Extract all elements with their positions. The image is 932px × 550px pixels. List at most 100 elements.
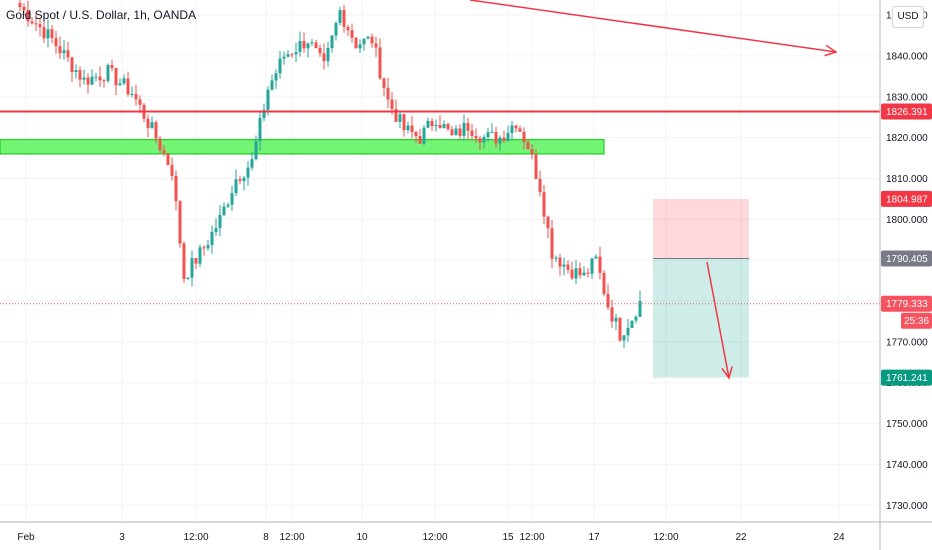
candle-body [446, 124, 450, 130]
candle-body [366, 36, 370, 39]
candle-body [126, 78, 130, 95]
target-arrow-down-head [721, 366, 733, 380]
price-tag: 1804.987 [881, 190, 932, 207]
candle-body [174, 175, 178, 202]
candle-body [54, 38, 58, 47]
candle-body [630, 320, 634, 328]
price-axis[interactable]: 1850.0001840.0001830.0001820.0001810.000… [879, 0, 928, 550]
candle-body [454, 128, 458, 135]
x-tick-label: 12:00 [422, 532, 447, 543]
candle-body [234, 179, 238, 194]
candle-body [66, 50, 70, 58]
candle-body [306, 43, 310, 49]
candle-body [70, 57, 74, 73]
currency-button[interactable]: USD [892, 6, 924, 28]
x-tick-label: 17 [588, 532, 600, 543]
candle-body [82, 77, 86, 80]
y-tick-label: 1800.000 [886, 215, 928, 226]
y-tick-label: 1840.000 [886, 51, 928, 62]
candle-body [34, 23, 38, 25]
candle-body [538, 178, 542, 193]
candle-body [286, 54, 290, 57]
candle-body [334, 22, 338, 36]
time-axis[interactable]: Feb 3 12:00 8 12:00 10 12:00 15 12:00 17 12:00 22 24 [0, 521, 932, 543]
candle-body [166, 153, 170, 165]
candle-body [250, 159, 254, 168]
candle-body [486, 132, 490, 138]
candle-body [546, 216, 550, 229]
candle-body [518, 128, 522, 132]
candle-body [426, 120, 430, 128]
candle-body [22, 7, 26, 10]
candle-body [42, 27, 46, 39]
candle-body [390, 99, 394, 109]
candle-body [246, 167, 250, 178]
x-tick-label: 22 [735, 532, 747, 543]
candle-body [130, 93, 134, 95]
candle-body [326, 47, 330, 62]
x-tick-label: 12:00 [519, 532, 544, 543]
candle-body [78, 70, 82, 80]
candle-body [278, 58, 282, 74]
price-tag-label: 1779.333 [886, 299, 928, 310]
candle-body [590, 258, 594, 274]
candle-body [106, 65, 110, 81]
support-zone [0, 139, 605, 155]
candle-body [134, 93, 138, 100]
candle-body [638, 301, 642, 317]
candle-body [434, 124, 438, 127]
candle-body [162, 150, 166, 154]
candle-body [570, 269, 574, 279]
candle-body [210, 231, 214, 246]
candle-body [338, 10, 342, 23]
y-tick-label: 1750.000 [886, 419, 928, 430]
price-tag: 1761.241 [881, 369, 932, 386]
candle-body [294, 52, 298, 55]
candlestick-series [18, 0, 642, 349]
price-tag-label: 1761.241 [886, 373, 928, 384]
candle-body [378, 47, 382, 79]
candle-body [490, 131, 494, 133]
price-tag-label: 1804.987 [886, 194, 928, 205]
candle-body [86, 77, 90, 85]
countdown-bg [901, 312, 932, 329]
candle-body [182, 243, 186, 279]
candle-body [354, 37, 358, 49]
candle-body [470, 130, 474, 136]
candle-body [206, 245, 210, 249]
candle-body [578, 268, 582, 276]
candle-body [38, 24, 42, 28]
candle-body [506, 133, 510, 141]
candle-body [482, 137, 486, 143]
candle-body [290, 54, 294, 56]
candle-body [418, 136, 422, 144]
price-tag-bg [881, 103, 932, 120]
candle-body [274, 73, 278, 81]
y-tick-label: 1770.000 [886, 337, 928, 348]
candle-body [198, 247, 202, 264]
candle-body [110, 65, 114, 68]
candle-body [314, 42, 318, 49]
countdown-label: 25:36 [904, 316, 929, 327]
candle-body [262, 109, 266, 118]
stop-loss-zone [653, 198, 749, 259]
x-tick-label: 3 [119, 532, 125, 543]
candle-body [438, 124, 442, 128]
candle-body [254, 141, 258, 160]
price-tag: 1790.405 [881, 250, 932, 267]
candle-body [150, 122, 154, 129]
candle-body [522, 131, 526, 143]
candle-body [230, 193, 234, 205]
candle-body [510, 125, 514, 134]
candle-body [258, 117, 262, 142]
candle-body [614, 317, 618, 322]
candle-body [214, 228, 218, 232]
candle-body [566, 264, 570, 270]
candle-body [30, 21, 34, 24]
price-tag-bg [881, 250, 932, 267]
price-tag-bg [881, 190, 932, 207]
candle-body [626, 327, 630, 336]
candle-body [374, 43, 378, 48]
candle-body [586, 272, 590, 274]
